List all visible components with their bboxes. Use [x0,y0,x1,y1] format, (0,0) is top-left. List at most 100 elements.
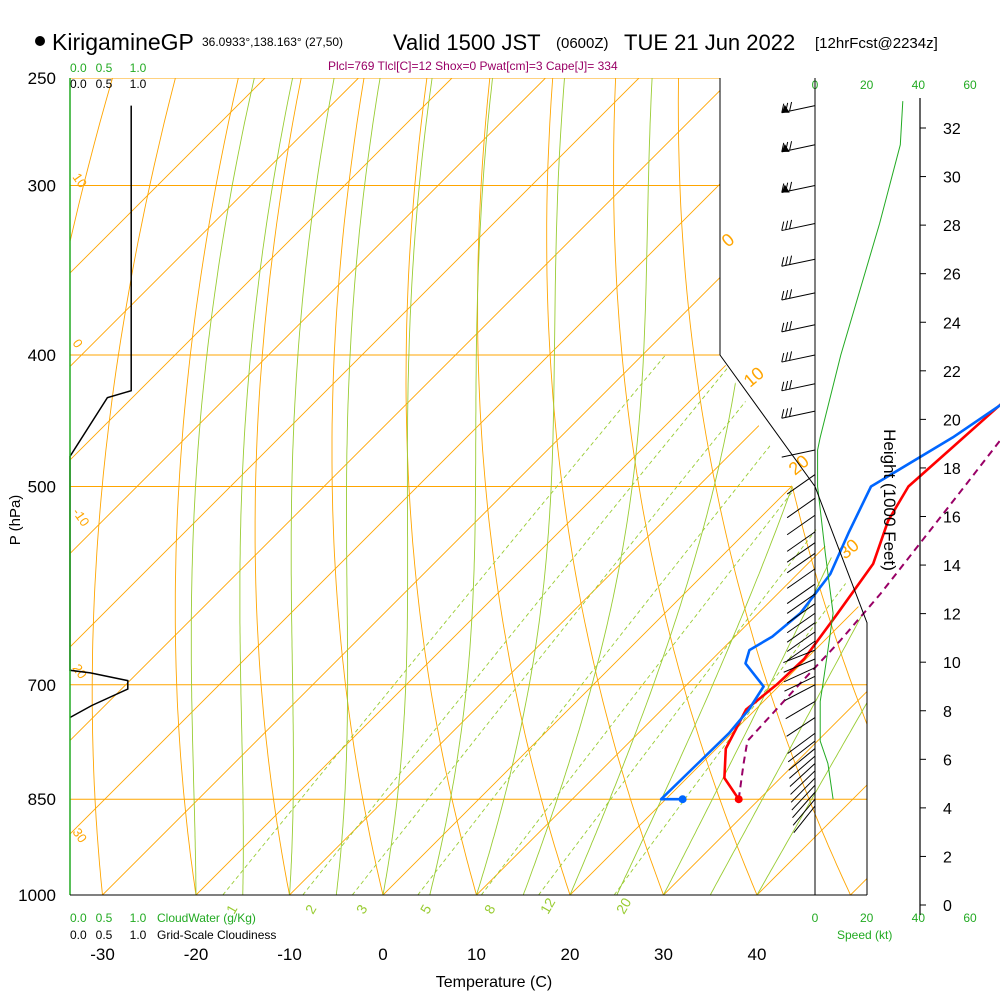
dry-adiabat-line [677,78,851,895]
wind-barb-feather [781,409,785,419]
temperature-tick-label: 20 [561,945,580,964]
isotherm-line [663,78,867,895]
wind-barb [781,449,816,458]
cloudwater-label: CloudWater (g/Kg) [157,911,256,925]
moist-adiabat-line [382,78,433,895]
wind-barb [786,542,816,563]
temperature-tick-label: 40 [748,945,767,964]
wind-barb-feather [781,103,785,113]
dry-adiabat-label: 0 [718,229,739,251]
speed-scale-bottom: 60 [963,911,977,925]
mixing-ratio-line [351,354,784,895]
station-coords: 36.0933°,138.163° (27,50) [202,35,343,49]
isotherm-line [382,78,867,895]
wind-barb [784,684,816,701]
isotherm-line [70,78,453,895]
dry-adiabat-line [254,78,302,895]
pressure-tick-label: 850 [28,790,56,809]
isotherm-line [70,78,733,895]
wind-barb [788,748,816,771]
wind-barb-pennant [781,184,790,193]
cloudwater-scale-bottom: 1.0 [130,911,147,925]
isotherm-line [70,78,266,895]
cloudiness-panel: 0.0 0.0 0.5 0.5 1.0 1.0 0.0 0.0 0.5 0.5 1.0 1.0 [69,61,147,942]
height-tick-label: 24 [943,315,961,332]
speed-scale-top: 60 [963,78,977,92]
temperature-tick-label: 0 [378,945,387,964]
valid-utc: (0600Z) [556,35,609,52]
height-tick-label: 8 [943,704,952,721]
cloudiness-scale-bottom: 1.0 [130,928,147,942]
wind-barb [786,640,816,662]
wind-barb [781,292,816,301]
cloudwater-scale-bottom: 0.0 [70,911,87,925]
wind-barb-feather [789,380,793,390]
moist-adiabat-line [239,78,294,895]
pressure-tick-label: 700 [28,676,56,695]
wind-barb [786,531,816,552]
mixing-ratio-line [613,354,867,895]
isotherm-line [195,78,867,895]
wind-barb [787,732,816,754]
wind-barb [786,583,816,604]
wind-barb-feather [785,220,789,230]
cloudiness-scale-top: 1.0 [130,77,147,91]
sounding-indices: Plcl=769 Tlcl[C]=12 Shox=0 Pwat[cm]=3 Ca… [328,59,618,73]
height-tick-label: 30 [943,170,961,187]
wind-barb-feather [781,257,785,267]
cloudwater-scale-top: 0.0 [70,61,87,75]
mixing-ratio-label: 3 [353,902,371,917]
cloudwater-scale-bottom: 0.5 [96,911,113,925]
moist-adiabat-line [522,78,653,895]
wind-barb [786,474,816,495]
moist-adiabat-line [190,78,255,895]
isotherm-line [476,78,867,895]
pressure-tick-label: 1000 [18,886,56,905]
isotherm-line [756,78,867,895]
wind-barb [787,740,816,763]
skewt-area [70,78,1000,895]
valid-time: Valid 1500 JST [393,30,541,55]
speed-scale-top: 40 [912,78,926,92]
height-tick-label: 14 [943,558,961,575]
moist-adiabat-label: 0 [70,336,86,351]
height-tick-label: 18 [943,461,961,478]
wind-barb-feather [781,381,785,391]
wind-barb-feather [785,408,789,418]
height-tick-label: 32 [943,121,961,138]
height-tick-label: 26 [943,267,961,284]
wind-barb-feather [785,380,789,391]
wind-barb [781,410,816,419]
wind-barb-feather [789,181,793,191]
wind-barb-pennant [781,143,790,152]
isotherm-line [944,78,1000,895]
height-tick-label: 10 [943,655,961,672]
valid-date: TUE 21 Jun 2022 [624,30,795,55]
dry-adiabat-line [613,78,758,895]
mixing-ratio-label: 12 [537,895,559,917]
cloudiness-line [69,105,132,719]
wind-barb [790,777,816,803]
isotherm-line [289,78,867,895]
moist-adiabat-line [429,78,493,895]
wind-barb [789,755,816,779]
wind-barb-feather [785,290,789,300]
height-tick-label: 6 [943,752,952,769]
mixing-ratio-label: 5 [417,902,435,917]
pressure-tick-label: 250 [28,69,56,88]
wind-barb-feather [785,256,789,266]
moist-adiabat-label: -10 [70,505,93,529]
wind-barb-feather [781,322,785,332]
wind-barb [786,514,816,536]
dry-adiabat-line [993,78,1000,895]
wind-barb [786,568,816,589]
speed-scale-bottom: 20 [860,911,874,925]
speed-scale-top: 20 [860,78,874,92]
moist-adiabat-label: 10 [70,170,91,190]
wind-barb [781,354,816,363]
wind-barb [792,798,816,826]
wind-barb [786,593,816,614]
wind-barb [781,222,816,232]
wind-barb [792,791,816,819]
